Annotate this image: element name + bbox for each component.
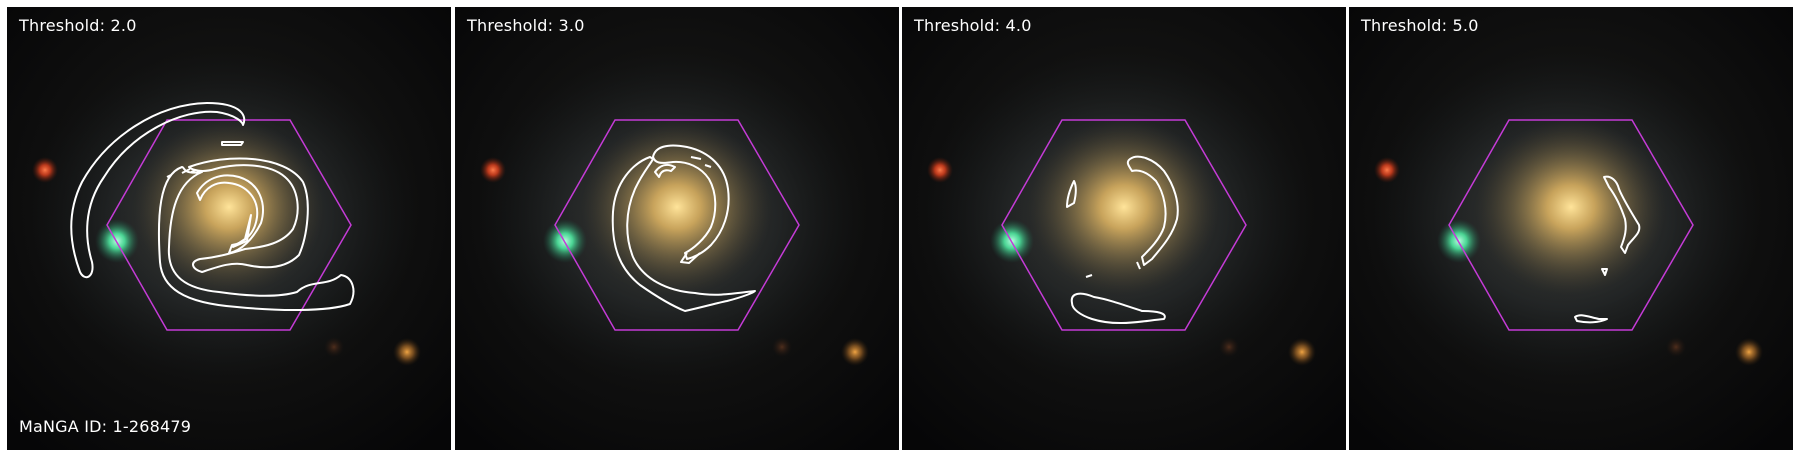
galaxy-image (902, 7, 1346, 450)
manga-id-label: MaNGA ID: 1-268479 (19, 417, 192, 436)
ifu-hexagon (1001, 119, 1247, 331)
galaxy-panel-threshold-5: Threshold: 5.0 (1349, 7, 1793, 450)
galaxy-panel-threshold-3: Threshold: 3.0 (455, 7, 899, 450)
threshold-label: Threshold: 4.0 (914, 16, 1032, 35)
orange-star (1288, 338, 1316, 366)
galaxy-image (455, 7, 899, 450)
red-star (32, 157, 58, 183)
galaxy-panel-threshold-2: Threshold: 2.0 MaNGA ID: 1-268479 (7, 7, 451, 450)
red-star (480, 157, 506, 183)
orange-star (393, 338, 421, 366)
threshold-label: Threshold: 2.0 (19, 16, 137, 35)
ifu-hexagon (554, 119, 800, 331)
threshold-label: Threshold: 3.0 (467, 16, 585, 35)
contour-lines (1066, 155, 1179, 324)
galaxy-panel-threshold-4: Threshold: 4.0 (902, 7, 1346, 450)
ifu-hexagon (1448, 119, 1694, 331)
contour-lines (1574, 175, 1641, 324)
ifu-hexagon (106, 119, 352, 331)
galaxy-image (1349, 7, 1793, 450)
threshold-label: Threshold: 5.0 (1361, 16, 1479, 35)
contour-lines (611, 144, 756, 312)
red-star (1374, 157, 1400, 183)
galaxy-image (7, 7, 451, 450)
red-star (927, 157, 953, 183)
orange-star (1735, 338, 1763, 366)
contour-lines (70, 102, 355, 312)
orange-star (841, 338, 869, 366)
